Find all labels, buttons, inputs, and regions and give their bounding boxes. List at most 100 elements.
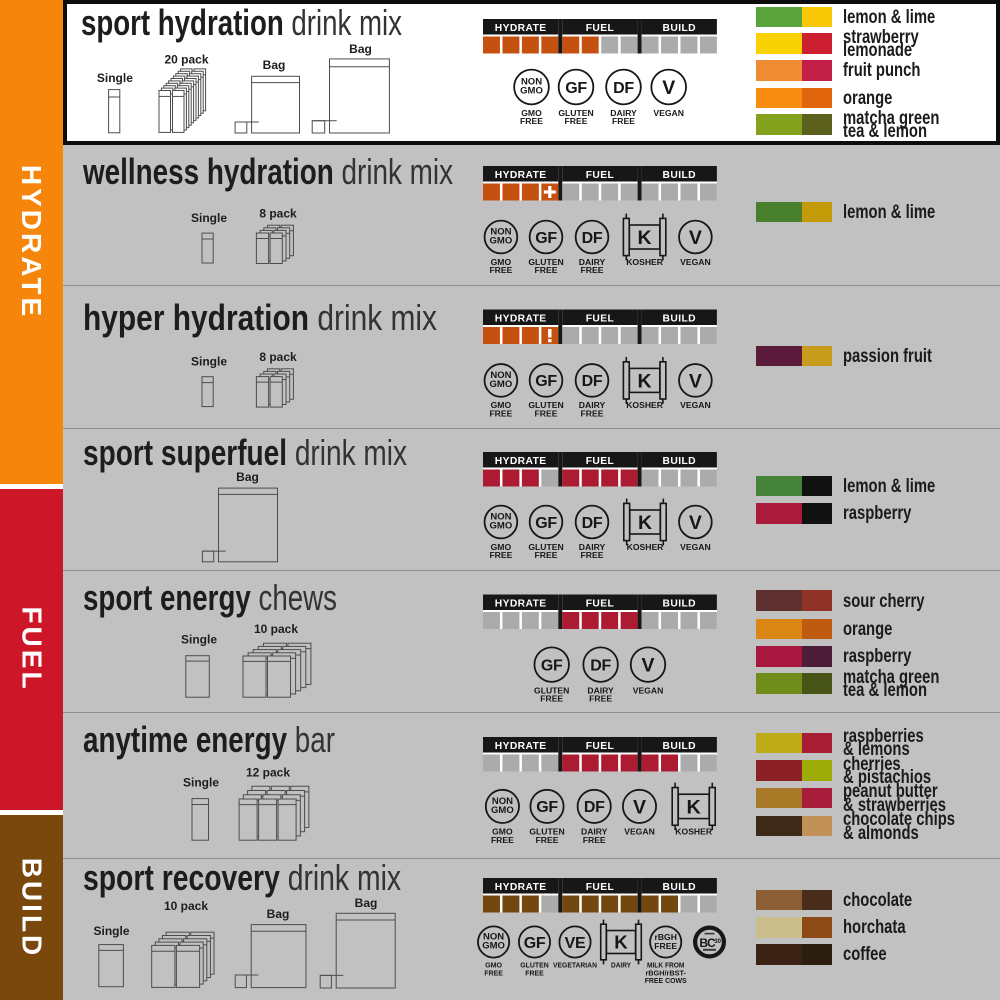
svg-text:FREE: FREE	[536, 835, 559, 845]
svg-text:V: V	[633, 796, 646, 818]
svg-text:VEGAN: VEGAN	[680, 400, 711, 410]
svg-text:FUEL: FUEL	[586, 23, 614, 34]
svg-text:10 pack: 10 pack	[254, 622, 298, 636]
svg-text:VEGAN: VEGAN	[653, 108, 684, 118]
svg-text:GF: GF	[536, 799, 558, 816]
svg-text:FREE: FREE	[489, 550, 512, 560]
svg-text:Single: Single	[93, 924, 129, 938]
svg-text:DF: DF	[584, 799, 605, 816]
svg-text:GMO: GMO	[492, 826, 513, 836]
svg-text:DAIRY: DAIRY	[579, 257, 606, 267]
svg-text:FREE COWS: FREE COWS	[645, 976, 687, 985]
svg-text:GLUTEN: GLUTEN	[534, 685, 569, 695]
svg-text:GLUTEN: GLUTEN	[528, 542, 563, 552]
svg-text:VE: VE	[565, 935, 586, 952]
svg-text:KOSHER: KOSHER	[626, 257, 664, 267]
svg-text:FREE: FREE	[540, 694, 563, 704]
svg-text:rBGH: rBGH	[654, 932, 676, 942]
svg-text:BUILD: BUILD	[663, 313, 696, 324]
svg-text:FREE: FREE	[565, 116, 588, 126]
svg-text:NON: NON	[490, 512, 511, 523]
svg-text:NON: NON	[492, 796, 513, 807]
svg-text:FUEL: FUEL	[586, 170, 614, 181]
svg-text:Bag: Bag	[355, 896, 378, 910]
svg-text:NON: NON	[483, 932, 504, 943]
svg-text:8 pack: 8 pack	[259, 350, 297, 364]
svg-text:FREE: FREE	[489, 409, 512, 419]
svg-text:VEGAN: VEGAN	[680, 542, 711, 552]
svg-text:DF: DF	[582, 230, 603, 247]
svg-text:DF: DF	[582, 515, 603, 532]
svg-text:BUILD: BUILD	[663, 170, 696, 181]
svg-text:Bag: Bag	[263, 58, 286, 72]
svg-text:K: K	[614, 932, 628, 953]
svg-text:FUEL: FUEL	[586, 882, 614, 893]
svg-text:KOSHER: KOSHER	[627, 542, 665, 552]
svg-text:BC: BC	[699, 936, 716, 950]
svg-text:GF: GF	[565, 80, 587, 97]
svg-text:GMO: GMO	[520, 86, 543, 97]
svg-text:GMO: GMO	[485, 961, 502, 970]
svg-text:GMO: GMO	[490, 236, 513, 247]
svg-text:BUILD: BUILD	[663, 882, 696, 893]
svg-text:8 pack: 8 pack	[259, 207, 297, 221]
svg-text:K: K	[687, 797, 702, 819]
svg-text:Single: Single	[191, 355, 227, 369]
svg-text:GLUTEN: GLUTEN	[558, 108, 593, 118]
svg-text:V: V	[662, 77, 675, 99]
svg-text:GLUTEN: GLUTEN	[529, 826, 564, 836]
svg-text:FUEL: FUEL	[586, 456, 614, 467]
svg-text:HYDRATE: HYDRATE	[495, 741, 547, 752]
svg-text:KOSHER: KOSHER	[626, 400, 664, 410]
svg-text:DAIRY: DAIRY	[581, 826, 608, 836]
svg-text:FREE: FREE	[589, 694, 612, 704]
svg-text:FREE: FREE	[612, 116, 635, 126]
svg-text:Single: Single	[183, 776, 219, 790]
svg-text:BUILD: BUILD	[663, 23, 696, 34]
svg-text:GMO: GMO	[490, 521, 513, 532]
svg-text:BUILD: BUILD	[663, 741, 696, 752]
svg-text:VEGAN: VEGAN	[680, 257, 711, 267]
svg-text:FREE: FREE	[535, 265, 558, 275]
svg-text:DF: DF	[590, 657, 611, 674]
svg-text:GMO: GMO	[491, 257, 512, 267]
svg-text:10 pack: 10 pack	[164, 899, 208, 913]
svg-text:FREE: FREE	[520, 116, 543, 126]
svg-text:KOSHER: KOSHER	[675, 826, 713, 836]
svg-text:GLUTEN: GLUTEN	[528, 400, 563, 410]
svg-text:GMO: GMO	[490, 379, 513, 390]
svg-text:GLUTEN: GLUTEN	[528, 257, 563, 267]
svg-text:HYDRATE: HYDRATE	[495, 23, 547, 34]
svg-text:Single: Single	[191, 211, 227, 225]
svg-text:FREE: FREE	[489, 265, 512, 275]
svg-text:HYDRATE: HYDRATE	[495, 882, 547, 893]
svg-text:BUILD: BUILD	[663, 598, 696, 609]
svg-text:K: K	[638, 512, 652, 534]
svg-text:12 pack: 12 pack	[246, 766, 290, 780]
svg-text:GLUTEN: GLUTEN	[520, 961, 549, 970]
svg-text:MILK FROM: MILK FROM	[647, 961, 685, 970]
svg-text:FREE: FREE	[581, 409, 604, 419]
svg-text:GF: GF	[541, 657, 563, 674]
svg-text:Single: Single	[181, 633, 217, 647]
svg-text:20 pack: 20 pack	[164, 53, 208, 67]
svg-text:NON: NON	[521, 77, 542, 88]
svg-text:V: V	[641, 655, 654, 677]
svg-text:GF: GF	[535, 373, 557, 390]
svg-text:GMO: GMO	[491, 400, 512, 410]
svg-text:FUEL: FUEL	[586, 741, 614, 752]
svg-text:BUILD: BUILD	[663, 456, 696, 467]
svg-text:GF: GF	[535, 230, 557, 247]
svg-text:NON: NON	[490, 227, 511, 238]
svg-text:GMO: GMO	[521, 108, 542, 118]
svg-text:DAIRY: DAIRY	[610, 108, 637, 118]
svg-text:VEGAN: VEGAN	[633, 685, 664, 695]
svg-text:30: 30	[714, 939, 721, 945]
svg-text:DAIRY: DAIRY	[611, 961, 631, 970]
svg-text:DAIRY: DAIRY	[579, 542, 606, 552]
svg-text:NON: NON	[490, 370, 511, 381]
svg-text:V: V	[689, 227, 702, 249]
svg-text:Bag: Bag	[349, 42, 372, 56]
svg-text:V: V	[689, 370, 702, 392]
svg-text:GMO: GMO	[482, 941, 505, 952]
